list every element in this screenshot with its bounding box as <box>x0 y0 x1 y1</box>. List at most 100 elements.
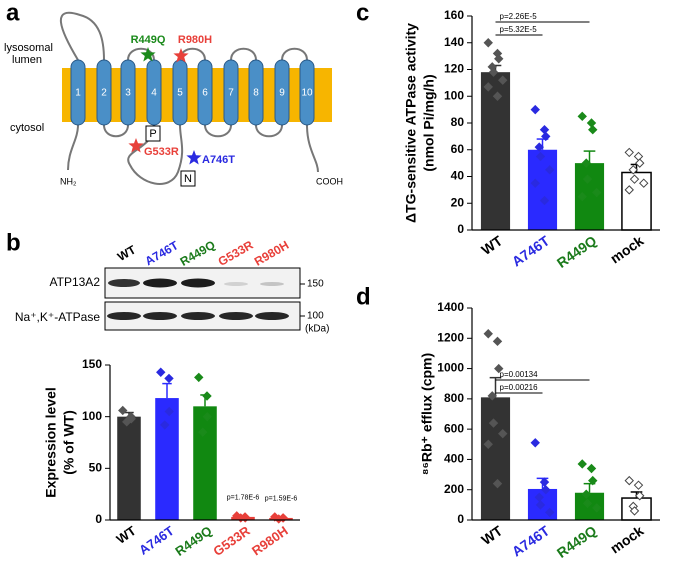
helix-label: 7 <box>228 88 234 99</box>
y-tick-label: 150 <box>82 357 102 371</box>
data-point <box>586 118 597 128</box>
domain-box <box>145 125 161 142</box>
lane-label: R980H <box>252 238 291 269</box>
data-point <box>586 463 597 474</box>
data-point <box>633 480 644 490</box>
data-point <box>160 420 170 430</box>
data-point <box>577 111 587 122</box>
mutation-star <box>173 48 189 63</box>
y-axis-label: (% of WT) <box>61 410 77 475</box>
bar <box>155 398 179 520</box>
data-point <box>198 427 208 437</box>
y-axis-label: ⁸⁶Rb⁺ efflux (cpm) <box>419 353 435 475</box>
y-axis-label: (nmol Pi/mg/h) <box>421 74 437 171</box>
data-point <box>635 491 645 501</box>
data-point <box>539 124 550 135</box>
mutation-label: G533R <box>144 146 179 158</box>
band <box>260 282 284 286</box>
lane-label: A746T <box>142 238 181 268</box>
mutation-label: R980H <box>178 34 212 46</box>
terminus-label: NH₂ <box>60 176 77 186</box>
data-point <box>545 165 555 175</box>
band <box>143 312 177 320</box>
p-value: p=0.00134 <box>500 370 539 379</box>
p-value: p=2.26E-5 <box>500 12 538 21</box>
x-tick-label: A746T <box>136 523 177 558</box>
data-point <box>118 405 128 416</box>
band <box>181 278 215 288</box>
helix-label: 3 <box>125 88 131 99</box>
y-tick-label: 140 <box>444 35 464 49</box>
data-point <box>581 489 591 499</box>
x-tick-label: WT <box>478 232 505 258</box>
lane-label: WT <box>115 242 139 264</box>
helix <box>274 59 290 126</box>
helix-label: 4 <box>151 88 157 99</box>
x-tick-label: WT <box>114 523 139 547</box>
data-point <box>487 391 497 401</box>
data-point <box>492 478 503 489</box>
data-point <box>534 142 544 152</box>
data-point <box>488 67 499 77</box>
helix <box>120 59 136 126</box>
y-tick-label: 0 <box>95 512 102 526</box>
data-point <box>483 82 493 92</box>
helix-label: 10 <box>301 88 313 99</box>
data-point <box>545 507 555 518</box>
y-tick-label: 20 <box>451 195 465 209</box>
data-point <box>483 38 493 48</box>
y-tick-label: 1400 <box>437 300 464 314</box>
region-label: lysosomal <box>4 42 53 54</box>
bar <box>193 406 217 520</box>
helix <box>223 59 239 126</box>
x-tick-label: R449Q <box>554 522 600 561</box>
domain-box <box>180 170 196 187</box>
region-label: cytosol <box>10 122 44 134</box>
y-tick-label: 200 <box>444 482 464 496</box>
y-axis-label: ΔTG-sensitive ATPase activity <box>403 23 419 223</box>
data-point <box>582 174 593 184</box>
y-tick-label: 120 <box>444 62 464 76</box>
data-point <box>588 475 598 486</box>
y-tick-label: 600 <box>444 421 464 435</box>
marker-unit: (kDa) <box>305 324 329 335</box>
y-tick-label: 160 <box>444 8 464 22</box>
mutation-star <box>186 150 202 165</box>
y-tick-label: 50 <box>89 461 103 475</box>
data-point <box>633 151 644 162</box>
protein-loop <box>60 11 319 185</box>
bar <box>117 416 141 520</box>
data-point <box>577 459 587 469</box>
helix <box>197 59 213 126</box>
band <box>219 312 253 320</box>
data-point <box>498 428 508 439</box>
lane-label: R449Q <box>178 238 218 269</box>
data-point <box>577 191 587 202</box>
lane-label: G533R <box>216 238 256 269</box>
marker-label: 100 <box>307 311 324 322</box>
domain-label: P <box>149 128 156 140</box>
helix <box>146 59 162 126</box>
data-point <box>530 438 540 448</box>
y-tick-label: 60 <box>451 142 465 156</box>
data-point <box>628 165 638 175</box>
p-value: p=1.78E-6 <box>227 495 260 502</box>
bar <box>527 149 558 230</box>
x-tick-label: A746T <box>509 232 553 269</box>
data-point <box>624 147 634 158</box>
x-tick-label: R449Q <box>554 232 600 271</box>
y-tick-label: 0 <box>457 512 464 526</box>
band <box>255 312 289 320</box>
data-point <box>639 178 649 188</box>
data-point <box>539 195 550 206</box>
data-point <box>274 514 284 524</box>
mutation-label: R449Q <box>131 34 166 46</box>
blot-bands <box>107 278 289 320</box>
panel-letter: b <box>6 229 21 256</box>
data-point <box>582 498 593 509</box>
data-point <box>492 336 503 347</box>
data-point <box>635 158 645 168</box>
data-point <box>202 411 212 422</box>
data-point <box>624 475 634 486</box>
